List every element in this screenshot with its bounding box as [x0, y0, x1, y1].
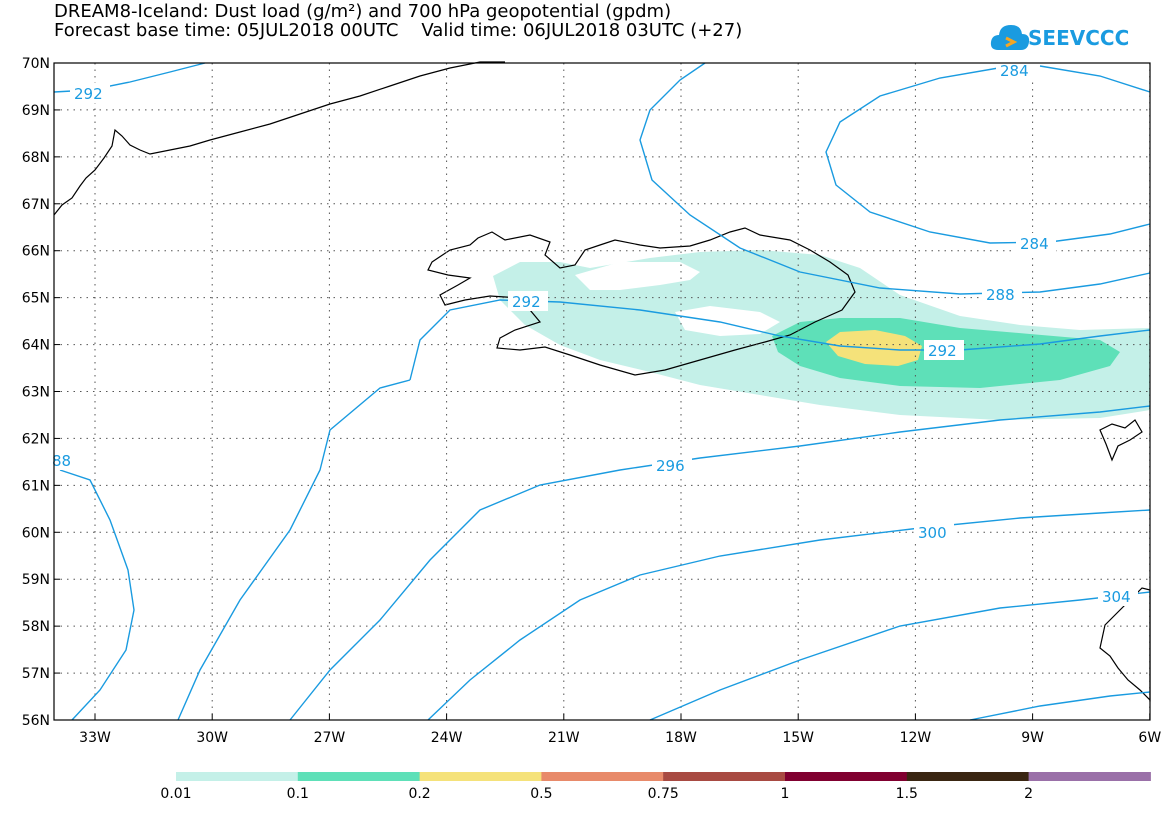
contour-label: 296 — [656, 457, 685, 475]
colorbar-swatch — [785, 772, 908, 781]
contour-284-top — [1039, 65, 1151, 93]
colorbar-label: 0.1 — [287, 786, 309, 802]
lat-label: 68N — [22, 150, 50, 166]
dust-gap-2 — [675, 306, 780, 336]
lat-label: 64N — [22, 338, 50, 354]
colorbar-swatch — [297, 772, 421, 781]
contour-label: 304 — [1102, 588, 1131, 606]
geopotential-contours — [53, 62, 1151, 721]
colorbar-label: 0.5 — [530, 786, 552, 802]
lat-label: 63N — [22, 385, 50, 401]
contour-label: 292 — [512, 293, 541, 311]
cloud-icon — [990, 25, 1030, 50]
colorbar-label: 2 — [1024, 786, 1033, 802]
colorbar: 0.01 0.1 0.2 0.5 0.75 1 1.5 2 — [160, 772, 1151, 802]
lon-label: 27W — [314, 730, 346, 746]
colorbar-swatch — [906, 772, 1030, 781]
title-line-2: Forecast base time: 05JUL2018 00UTC Vali… — [54, 20, 743, 41]
contour-308 — [969, 691, 1151, 721]
contour-label: 88 — [52, 452, 71, 470]
lat-label: 56N — [22, 713, 50, 729]
lon-label: 30W — [196, 730, 228, 746]
seevccc-logo: SEEVCCC — [990, 20, 1150, 60]
logo-text: SEEVCCC — [1028, 26, 1130, 50]
lat-label: 62N — [22, 431, 50, 447]
lat-label: 59N — [22, 572, 50, 588]
lon-label: 6W — [1138, 730, 1161, 746]
contour-296 — [289, 405, 1151, 721]
faroe-coast — [1099, 419, 1143, 462]
chart-title: DREAM8-Iceland: Dust load (g/m²) and 700… — [54, 2, 742, 40]
colorbar-label: 0.2 — [408, 786, 430, 802]
lat-label: 61N — [22, 478, 50, 494]
lat-label: 69N — [22, 103, 50, 119]
lat-label: 66N — [22, 244, 50, 260]
colorbar-swatch — [1028, 772, 1151, 781]
lon-label: 18W — [665, 730, 697, 746]
contour-284-ring — [825, 65, 1151, 244]
dust-gap — [575, 262, 700, 290]
lat-label: 70N — [22, 56, 50, 72]
contour-292-main — [409, 299, 1151, 381]
contour-label: 292 — [928, 342, 957, 360]
contour-304 — [649, 591, 1151, 721]
longitude-labels: 33W 30W 27W 24W 21W 18W 15W 12W 9W 6W — [79, 714, 1161, 746]
greenland-coast — [53, 61, 505, 216]
contour-292-west — [177, 379, 411, 721]
lat-label: 58N — [22, 619, 50, 635]
colorbar-label: 1 — [781, 786, 790, 802]
lat-label: 67N — [22, 197, 50, 213]
contour-label: 284 — [1020, 235, 1049, 253]
colorbar-swatch — [663, 772, 786, 781]
colorbar-swatch — [176, 772, 299, 781]
latitude-labels: 70N 69N 68N 67N 66N 65N 64N 63N 62N 61N 60N 59N 58N 5… — [22, 56, 60, 729]
lat-label: 60N — [22, 525, 50, 541]
colorbar-label: 1.5 — [896, 786, 918, 802]
contour-label: 284 — [1000, 62, 1029, 80]
lon-label: 12W — [900, 730, 932, 746]
colorbar-swatch — [541, 772, 664, 781]
lon-label: 33W — [79, 730, 111, 746]
lon-label: 15W — [782, 730, 814, 746]
lon-label: 9W — [1021, 730, 1044, 746]
lat-label: 57N — [22, 666, 50, 682]
contour-288-east — [639, 62, 1151, 295]
lon-label: 24W — [431, 730, 463, 746]
grid-lines — [54, 63, 1151, 720]
contour-labels: 292 284 284 288 292 292 296 300 304 88 — [52, 60, 1138, 606]
lon-label: 21W — [548, 730, 580, 746]
title-line-1: DREAM8-Iceland: Dust load (g/m²) and 700… — [54, 1, 672, 22]
contour-300 — [427, 509, 1151, 721]
colorbar-label: 0.75 — [648, 786, 679, 802]
contour-label: 292 — [74, 85, 103, 103]
contour-label: 300 — [918, 524, 947, 542]
colorbar-swatch — [419, 772, 542, 781]
contour-label: 288 — [986, 286, 1015, 304]
lat-label: 65N — [22, 291, 50, 307]
colorbar-label: 0.01 — [160, 786, 191, 802]
contour-292-mid — [59, 469, 135, 721]
